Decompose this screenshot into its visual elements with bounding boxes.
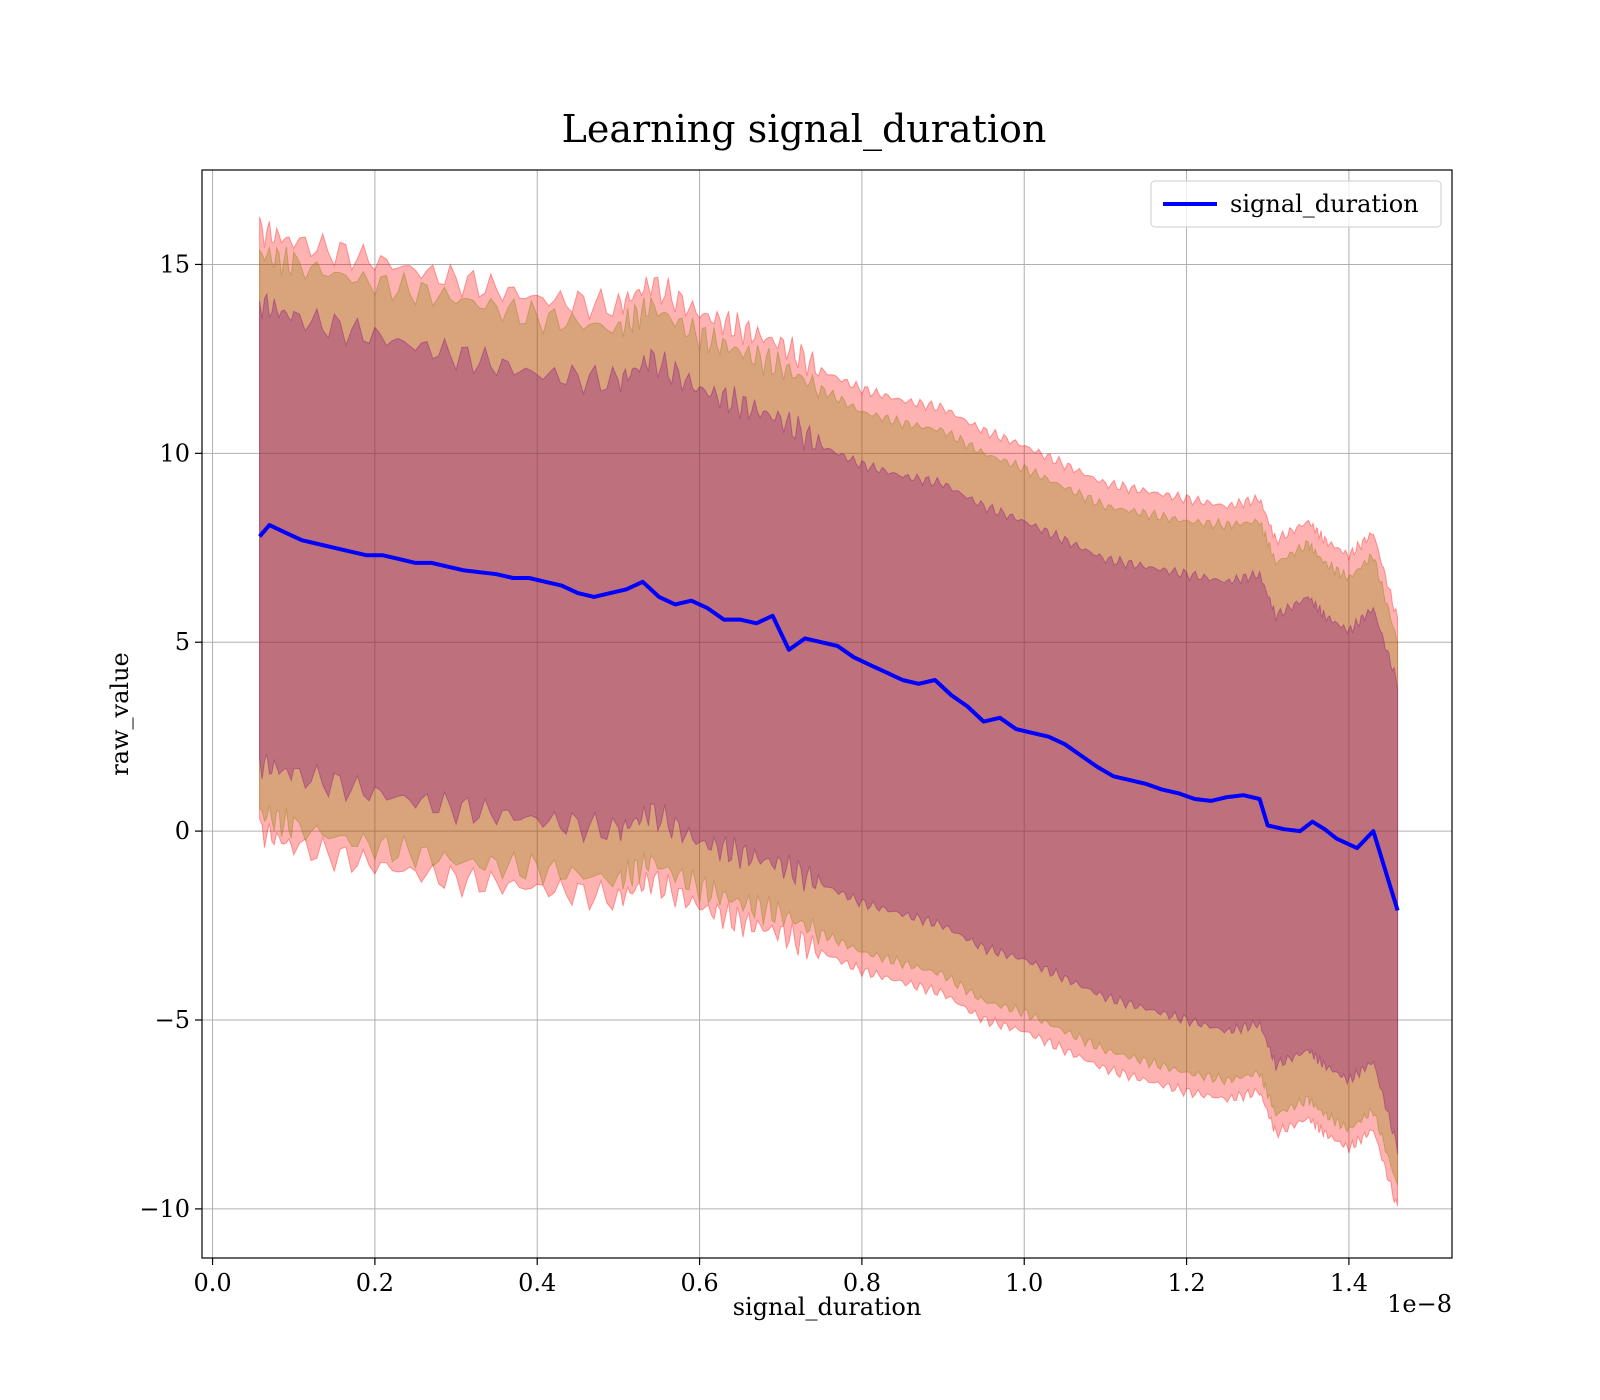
x-tick-label: 0.0 (193, 1269, 231, 1297)
series-line-signal-duration (258, 523, 1400, 911)
x-tick-label: 0.8 (843, 1269, 881, 1297)
chart-title: Learning signal_duration (562, 107, 1047, 152)
x-axis-ticks: 0.0 0.2 0.4 0.6 0.8 1.0 1.2 1.4 (193, 1258, 1368, 1297)
y-tick-label: −10 (139, 1195, 190, 1223)
x-tick-label: 1.2 (1167, 1269, 1205, 1297)
x-tick-label: 1.0 (1005, 1269, 1043, 1297)
y-axis-label: raw_value (106, 652, 134, 776)
grid (202, 170, 1452, 1258)
series-lines (258, 523, 1400, 911)
inner-band (259, 292, 1399, 1154)
x-tick-label: 1.4 (1330, 1269, 1368, 1297)
middle-band (259, 246, 1399, 1186)
y-tick-label: 15 (159, 250, 190, 278)
confidence-bands (259, 216, 1399, 1207)
y-tick-label: 5 (175, 628, 190, 656)
legend-box (1150, 180, 1442, 228)
y-tick-label: 0 (175, 817, 190, 845)
legend: signal_duration (1150, 180, 1442, 228)
x-tick-label: 0.2 (356, 1269, 394, 1297)
legend-label: signal_duration (1230, 190, 1419, 218)
x-tick-label: 0.4 (518, 1269, 556, 1297)
plot-frame (201, 169, 1453, 1259)
outer-band (259, 216, 1399, 1207)
y-axis-ticks: −10 −5 0 5 10 15 (139, 250, 202, 1223)
x-tick-label: 0.6 (680, 1269, 718, 1297)
y-tick-label: −5 (155, 1006, 190, 1034)
y-tick-label: 10 (159, 439, 190, 467)
x-axis-label: signal_duration (733, 1293, 922, 1321)
x-axis-offset-label: 1e−8 (1387, 1290, 1452, 1318)
